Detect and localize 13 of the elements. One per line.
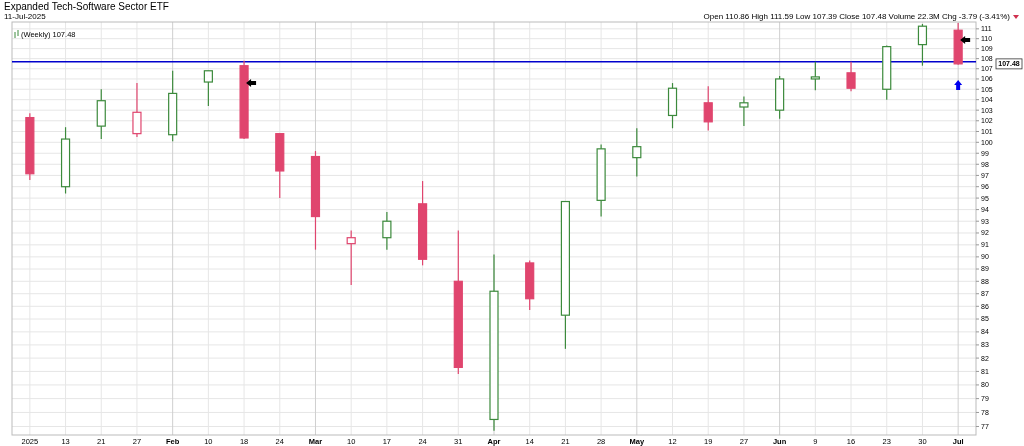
candlestick (132, 82, 142, 138)
text: Open 110.86 High 111.59 Low 107.39 Close 107.48 Volume 22.3M Chg -3.79 (-3.41%) (703, 12, 1011, 21)
candlestick (810, 61, 820, 91)
candlestick (703, 85, 713, 132)
candlestick (917, 23, 928, 67)
candlestick (346, 230, 356, 286)
candlestick (846, 61, 856, 92)
candlestick (203, 70, 213, 107)
chart-subtitle: 11-Jul-2025 (4, 12, 47, 21)
chart-title: Expanded Tech-Software Sector ETF (4, 1, 169, 12)
candlestick (739, 95, 749, 127)
candlestick (382, 211, 392, 251)
candlestick (632, 127, 642, 178)
